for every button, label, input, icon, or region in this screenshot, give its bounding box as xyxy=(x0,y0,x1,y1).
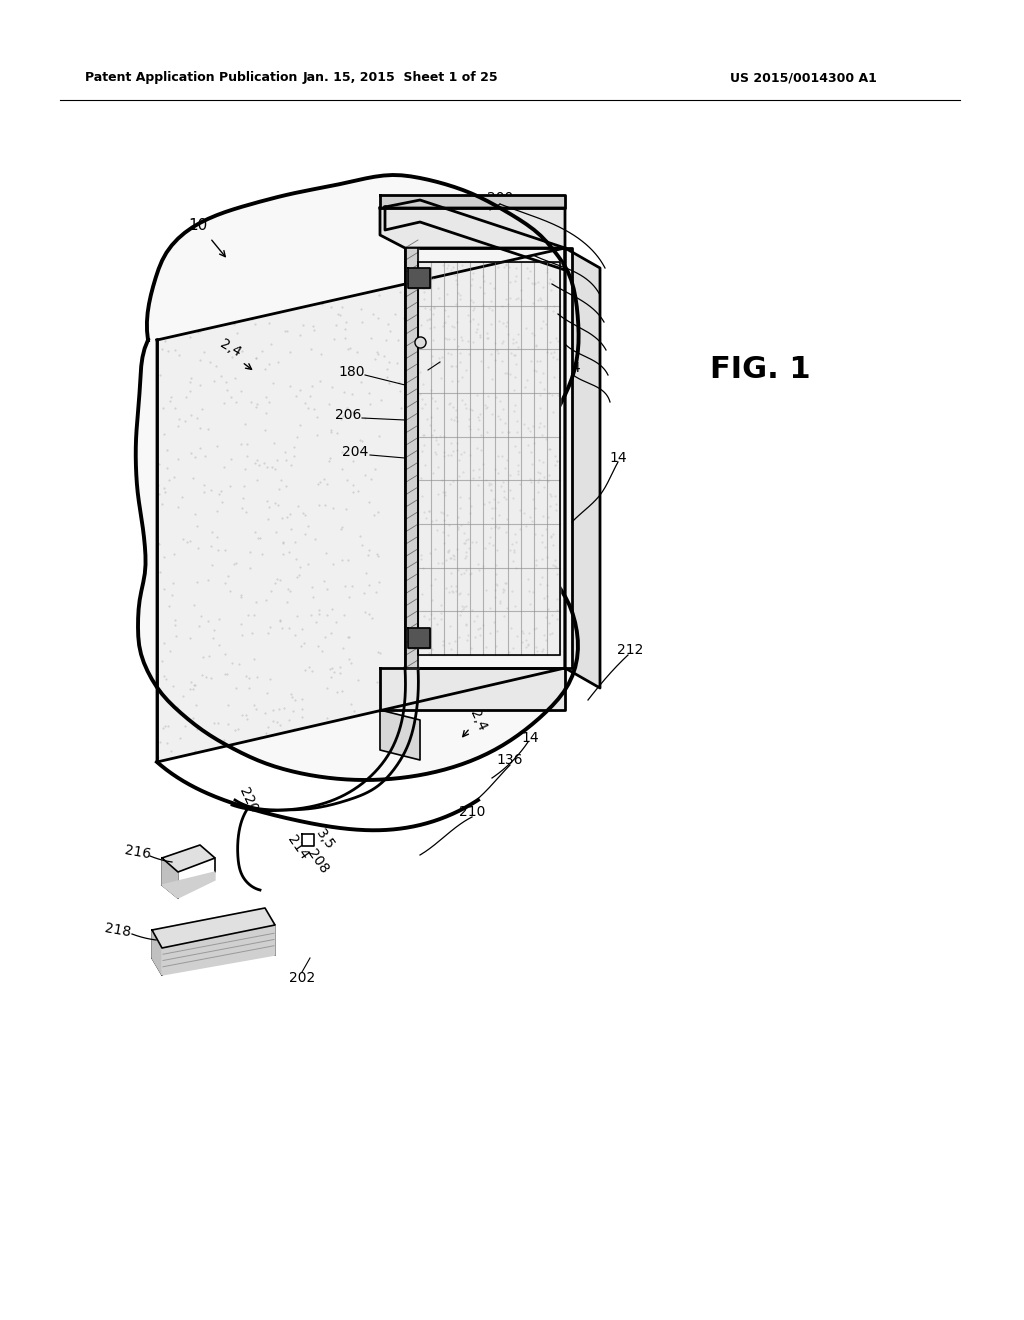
Text: 174: 174 xyxy=(545,301,571,315)
Polygon shape xyxy=(157,248,565,762)
Polygon shape xyxy=(418,261,560,655)
Text: 2,4: 2,4 xyxy=(217,337,243,359)
Text: 204: 204 xyxy=(342,445,368,459)
Text: 130: 130 xyxy=(520,242,546,255)
Text: 14: 14 xyxy=(609,451,627,465)
Text: Jan. 15, 2015  Sheet 1 of 25: Jan. 15, 2015 Sheet 1 of 25 xyxy=(302,71,498,84)
Text: 206: 206 xyxy=(335,408,361,422)
Polygon shape xyxy=(162,845,215,873)
Text: 220: 220 xyxy=(237,785,260,814)
Text: 14: 14 xyxy=(521,731,539,744)
Polygon shape xyxy=(408,628,430,648)
Polygon shape xyxy=(406,248,572,668)
Polygon shape xyxy=(380,710,420,760)
Text: 3,5: 3,5 xyxy=(439,351,461,366)
Polygon shape xyxy=(385,201,565,271)
Text: 200: 200 xyxy=(486,191,513,205)
Polygon shape xyxy=(380,668,565,710)
Text: 136: 136 xyxy=(497,752,523,767)
Text: 3,5: 3,5 xyxy=(313,828,337,853)
Text: 208: 208 xyxy=(305,847,332,876)
Text: 216: 216 xyxy=(124,842,153,861)
Text: 14: 14 xyxy=(563,360,581,375)
Polygon shape xyxy=(380,195,565,209)
Text: 13: 13 xyxy=(556,331,573,345)
Text: 202: 202 xyxy=(289,972,315,985)
Text: Patent Application Publication: Patent Application Publication xyxy=(85,71,297,84)
Polygon shape xyxy=(162,858,178,898)
Text: 10: 10 xyxy=(188,218,208,232)
Polygon shape xyxy=(408,268,430,288)
Polygon shape xyxy=(152,908,275,948)
Text: 214: 214 xyxy=(285,833,311,863)
Text: US 2015/0014300 A1: US 2015/0014300 A1 xyxy=(730,71,877,84)
Text: 210: 210 xyxy=(459,805,485,818)
Polygon shape xyxy=(162,925,275,975)
Text: 212: 212 xyxy=(616,643,643,657)
Text: 2,4: 2,4 xyxy=(467,708,489,733)
Polygon shape xyxy=(565,248,600,688)
Polygon shape xyxy=(152,931,162,975)
Text: 12: 12 xyxy=(543,271,561,285)
Text: 218: 218 xyxy=(103,921,132,940)
Text: FIG. 1: FIG. 1 xyxy=(710,355,811,384)
Text: 180: 180 xyxy=(339,366,366,379)
Polygon shape xyxy=(302,834,314,846)
Polygon shape xyxy=(162,873,215,898)
Polygon shape xyxy=(380,209,565,248)
Polygon shape xyxy=(406,248,418,668)
Polygon shape xyxy=(136,176,578,780)
